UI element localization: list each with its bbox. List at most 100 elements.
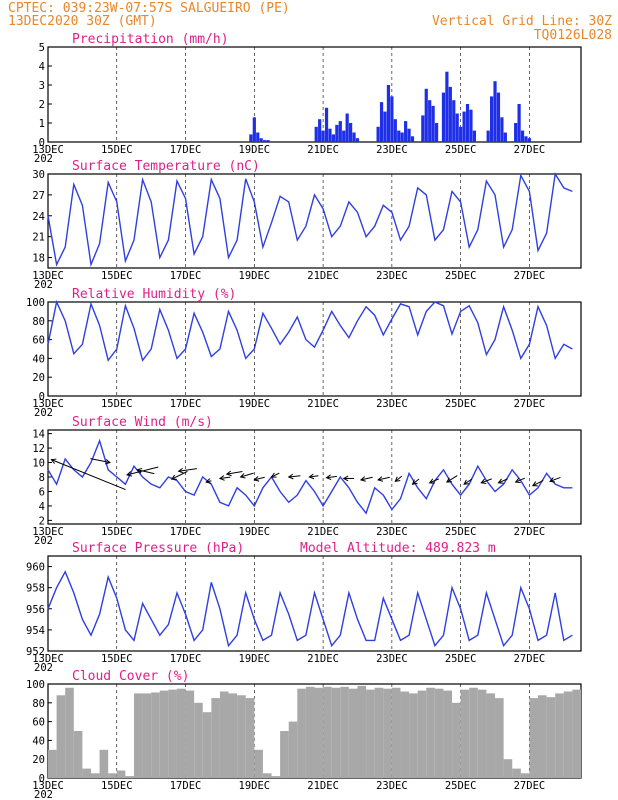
cloud-bar (563, 691, 573, 778)
wind-arrow-shaft (532, 480, 544, 487)
precip-bar (410, 136, 415, 142)
precip-bar (397, 130, 401, 142)
wind-arrow-head (411, 479, 418, 485)
x-tick-label: 27DEC (514, 526, 546, 538)
cloud-bar (133, 693, 143, 778)
x-tick-label: 21DEC (307, 653, 339, 665)
y-tick-label: 952 (26, 646, 45, 658)
wind-arrow-shaft (171, 470, 188, 480)
y-tick-label: 0 (39, 391, 45, 403)
x-tick-label: 27DEC (514, 144, 546, 156)
x-tick-label: 17DEC (170, 398, 202, 410)
y-tick-label: 18 (32, 253, 45, 265)
panel-title: Surface Wind (m/s) (72, 415, 213, 430)
x-tick-label: 27DEC (514, 780, 546, 792)
cloud-bar (520, 773, 530, 778)
panel-wind: Surface Wind (m/s) 2 4 6 8 10 12 14 13DEC 15DEC 17… (32, 415, 582, 547)
y-tick-label: 27 (32, 190, 45, 202)
wind-arrow-head (104, 458, 111, 465)
precip-bar (376, 126, 380, 142)
wind-arrow-shaft (309, 475, 319, 478)
cloud-bar (486, 693, 496, 778)
cloud-bar (168, 689, 177, 778)
header-vertical-grid-line: Vertical Grid Line: 30Z (432, 14, 612, 29)
x-tick-label: 13DEC (32, 144, 64, 156)
x-year-marker: 202 (34, 153, 53, 165)
y-tick-label: 0 (39, 137, 45, 149)
cloud-bar (409, 693, 418, 778)
precip-bar (345, 113, 349, 142)
panel-pres: Surface Pressure (hPa) Model Altitude: 48… (26, 541, 582, 674)
cloud-bar (116, 770, 126, 778)
wind-arrow (177, 467, 197, 474)
wind-arrow-shaft (178, 468, 197, 472)
wind-arrow-head (428, 478, 435, 484)
x-tick-label: 23DEC (376, 653, 408, 665)
x-tick-label: 27DEC (514, 653, 546, 665)
wind-arrow-shaft (515, 477, 525, 483)
x-tick-label: 23DEC (376, 144, 408, 156)
wind-arrow-head (394, 476, 401, 482)
panel-subtitle: Model Altitude: 489.823 m (300, 541, 496, 556)
y-tick-label: 80 (32, 316, 45, 328)
y-tick-label: 21 (32, 232, 45, 244)
wind-arrow-shaft (219, 476, 231, 479)
cloud-bar (185, 690, 195, 778)
wind-arrow-head (342, 475, 349, 482)
wind-arrow (287, 473, 301, 480)
x-tick-label: 25DEC (445, 270, 477, 282)
y-tick-label: 2 (39, 515, 45, 527)
y-tick-label: 1 (39, 118, 45, 130)
series-line (47, 438, 573, 515)
y-tick-label: 10 (32, 458, 45, 470)
precip-bar (459, 126, 463, 142)
cloud-bar (56, 695, 66, 778)
wind-arrow-head (325, 474, 332, 481)
x-tick-label: 23DEC (376, 398, 408, 410)
x-tick-label: 21DEC (307, 526, 339, 538)
cloud-bar (237, 695, 246, 778)
y-tick-label: 40 (32, 735, 45, 747)
wind-arrow-shaft (463, 478, 473, 485)
cloud-bar (73, 731, 83, 778)
cloud-bar (125, 776, 134, 778)
precip-bar (263, 140, 267, 142)
wind-arrow-shaft (240, 472, 254, 478)
cloud-bar (288, 721, 298, 778)
wind-arrow (480, 478, 492, 484)
precip-bar (469, 109, 473, 142)
cloud-bar (529, 698, 539, 778)
panel-frame (47, 555, 582, 652)
x-tick-label: 17DEC (170, 653, 202, 665)
precip-bar (434, 123, 439, 142)
wind-arrow-head (177, 467, 184, 474)
x-tick-label: 27DEC (514, 270, 546, 282)
wind-arrow-shaft (288, 475, 301, 478)
wind-arrow (270, 472, 280, 478)
cloud-bar (555, 693, 564, 778)
cloud-bar (271, 776, 281, 778)
wind-arrow (359, 476, 373, 482)
wind-arrow (463, 478, 473, 485)
cloud-bar (90, 773, 100, 778)
y-tick-label: 20 (32, 372, 45, 384)
x-tick-label: 23DEC (376, 270, 408, 282)
x-tick-label: 19DEC (239, 653, 271, 665)
cloud-bar (572, 689, 581, 778)
wind-arrow-head (218, 475, 225, 481)
x-tick-label: 15DEC (101, 398, 133, 410)
cloud-bar (469, 687, 478, 778)
wind-arrow (531, 480, 544, 487)
panel-frame (47, 429, 582, 525)
x-tick-label: 17DEC (170, 780, 202, 792)
precip-bar (441, 92, 446, 142)
x-year-marker: 202 (34, 407, 53, 419)
x-tick-label: 15DEC (101, 780, 133, 792)
wind-arrow-shaft (271, 472, 280, 478)
x-tick-label: 15DEC (101, 526, 133, 538)
wind-arrow (377, 476, 390, 482)
cloud-bar (254, 749, 263, 778)
precip-bar (321, 130, 325, 142)
y-tick-label: 2 (39, 99, 45, 111)
